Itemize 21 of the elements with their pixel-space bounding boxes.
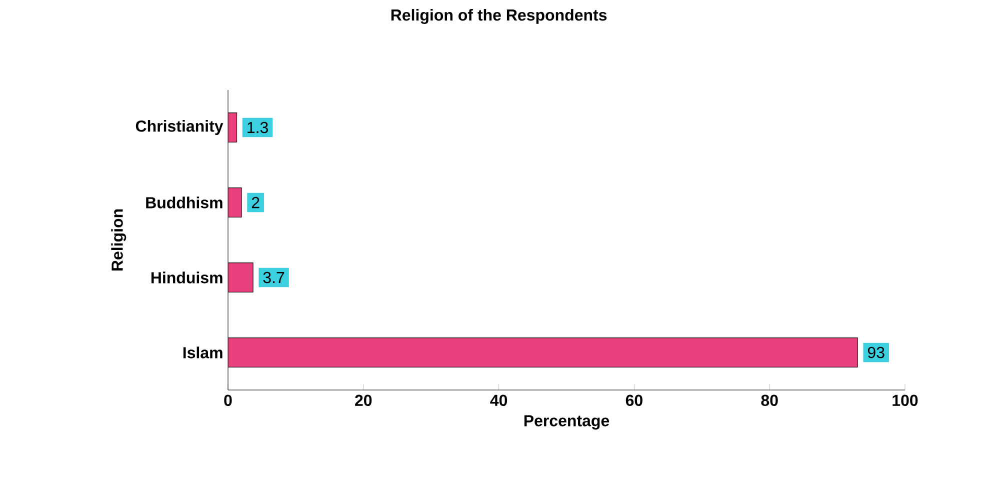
bar [228, 112, 237, 142]
x-tick-label: 60 [626, 394, 642, 406]
data-label: 93 [868, 346, 884, 358]
data-label: 2 [252, 196, 260, 208]
x-tick-label: 20 [355, 394, 372, 406]
bar [228, 188, 242, 218]
bar [228, 338, 858, 368]
data-label: 3.7 [263, 272, 284, 284]
x-tick-label: 0 [224, 394, 232, 406]
y-tick-label: Islam [183, 346, 222, 358]
y-tick-label: Christianity [136, 120, 224, 135]
bar [228, 262, 254, 292]
x-tick-label: 100 [892, 394, 918, 406]
chart-title: Religion of the Respondents [391, 8, 607, 24]
x-axis-title: Percentage [524, 415, 610, 430]
x-tick-label: 40 [490, 394, 508, 406]
x-tick-label: 80 [761, 394, 778, 406]
data-label: 1.3 [248, 122, 268, 134]
y-tick-label: Buddhism [146, 196, 222, 208]
y-tick-label: Hinduism [151, 272, 222, 284]
y-axis-title: Religion [111, 209, 126, 270]
